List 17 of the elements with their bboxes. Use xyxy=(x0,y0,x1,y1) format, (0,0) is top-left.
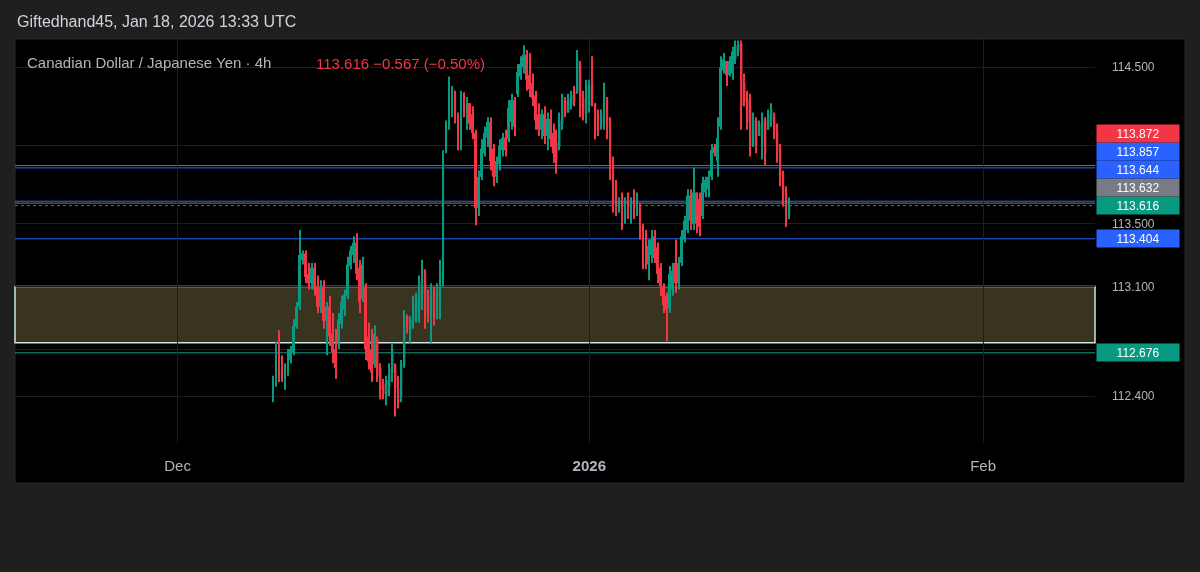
y-tick-label: 113.500 xyxy=(1112,216,1155,231)
x-tick-label: Feb xyxy=(970,457,997,474)
ref-line-label: 113.644 xyxy=(1116,162,1160,177)
ref-line-label: 113.616 xyxy=(1116,198,1160,213)
ref-line-label: 113.872 xyxy=(1116,126,1160,141)
ref-line-label: 113.404 xyxy=(1116,231,1160,246)
y-tick-label: 113.100 xyxy=(1112,279,1155,294)
text: Giftedhand45, Jan 18, 2026 13:33 UTC xyxy=(17,13,297,30)
text: 113.616 −0.567 (−0.50%) xyxy=(316,55,486,72)
y-tick-label: 114.500 xyxy=(1112,60,1155,75)
y-tick-label: 112.400 xyxy=(1112,389,1155,404)
ref-line-label: 113.632 xyxy=(1116,180,1160,195)
ref-line-label: 112.676 xyxy=(1116,345,1160,360)
x-tick-label: Dec xyxy=(164,457,192,474)
text: Canadian Dollar / Japanese Yen · 4h xyxy=(27,54,272,72)
ref-line-label: 113.857 xyxy=(1116,144,1160,159)
x-tick-label: 2026 xyxy=(572,457,606,474)
